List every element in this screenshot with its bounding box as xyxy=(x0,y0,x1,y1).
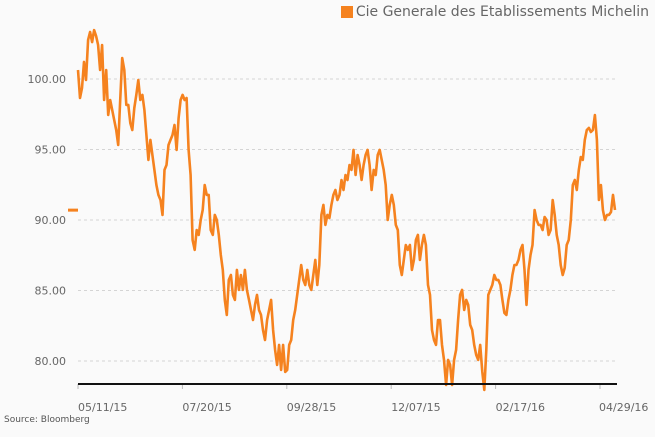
x-tick-label: 12/07/15 xyxy=(391,401,440,414)
chart-legend: Cie Generale des Etablissements Michelin xyxy=(340,4,649,20)
y-tick-label: 95.00 xyxy=(35,144,67,157)
y-tick-label: 80.00 xyxy=(35,355,67,368)
legend-label: Cie Generale des Etablissements Michelin xyxy=(355,4,649,20)
y-tick-label: 100.00 xyxy=(28,73,67,86)
y-tick-label: 85.00 xyxy=(35,285,67,298)
y-tick-label: 90.00 xyxy=(35,214,67,227)
x-tick-label: 09/28/15 xyxy=(287,401,336,414)
x-tick-label: 02/17/16 xyxy=(496,401,545,414)
legend-swatch xyxy=(340,6,353,18)
x-tick-label: 05/11/15 xyxy=(78,401,127,414)
source-note: Source: Bloomberg xyxy=(4,415,90,425)
series-line xyxy=(76,28,617,392)
x-tick-label: 07/20/15 xyxy=(182,401,231,414)
x-tick-label: 04/29/16 xyxy=(599,401,648,414)
